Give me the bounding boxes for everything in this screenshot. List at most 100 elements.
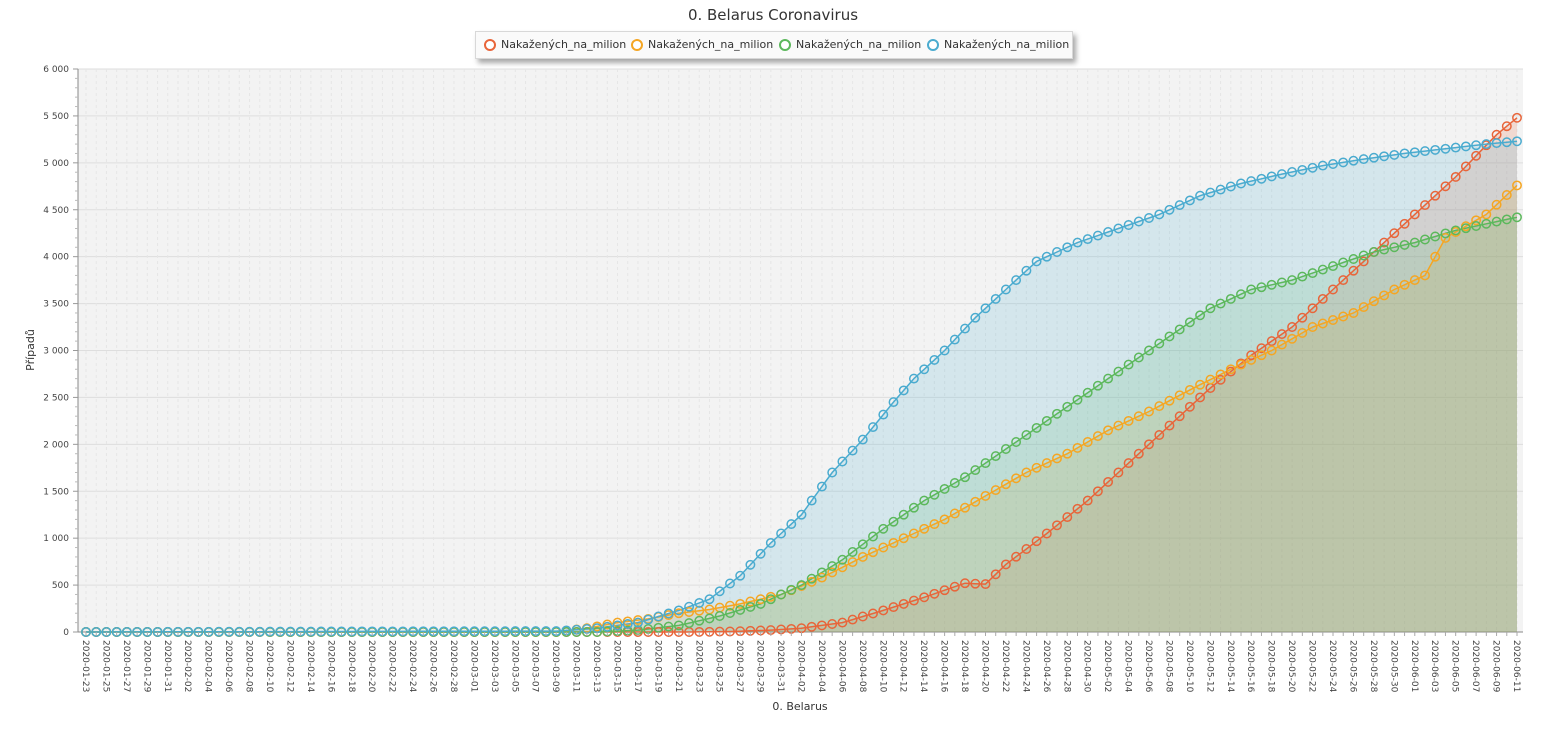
x-tick-label: 2020-04-26: [1041, 640, 1051, 693]
series-1-point: [1144, 439, 1154, 450]
series-3-point: [857, 539, 868, 550]
series-1-point: [1052, 520, 1062, 531]
series-4-point: [101, 627, 112, 637]
series-4-point: [806, 495, 817, 506]
y-axis-title: Případů: [24, 329, 37, 371]
series-4-point: [142, 626, 153, 637]
series-3-point: [1236, 289, 1246, 300]
legend-label: Nakažených_na_milion: [501, 38, 627, 51]
series-2-point: [1164, 395, 1175, 406]
x-tick-label: 2020-03-25: [714, 640, 724, 692]
series-1-point: [990, 569, 1001, 580]
series-1-point: [898, 598, 909, 609]
series-1-point: [1154, 430, 1165, 440]
series-4-point: [827, 467, 838, 478]
series-1-point: [1512, 112, 1522, 123]
x-tick-label: 2020-04-02: [796, 640, 806, 692]
series-4-point: [725, 578, 735, 589]
series-4-point: [1215, 184, 1226, 195]
series-3-point: [1368, 247, 1379, 257]
series-4-point: [1481, 139, 1492, 150]
series-2-point: [1481, 209, 1492, 220]
x-tick-label: 2020-04-20: [979, 640, 989, 693]
series-1-point: [1246, 350, 1257, 361]
series-markers: [81, 112, 1522, 637]
series-1-point: [1399, 218, 1410, 229]
series-1-point: [1450, 171, 1461, 182]
series-3-point: [878, 523, 889, 534]
y-axis-ticks: 0 500 1 000 1 500 2 000 2 500 3 000 3 500 4 000 4…: [43, 65, 78, 638]
series-3-point: [1072, 394, 1083, 405]
series-4-point: [1052, 247, 1062, 257]
series-4-point: [1368, 152, 1379, 163]
series-3-point: [1409, 237, 1420, 248]
series-3-point: [1297, 271, 1308, 282]
series-4-point: [1062, 242, 1073, 253]
x-tick-label: 2020-04-08: [857, 640, 867, 693]
series-4-point: [970, 312, 981, 323]
series-3-point: [684, 618, 695, 629]
series-4-point: [786, 519, 797, 530]
x-tick-label: 2020-05-10: [1184, 640, 1194, 693]
chart-title: 0. Belarus Coronavirus: [687, 6, 859, 24]
series-4-point: [1297, 164, 1308, 175]
series-1-point: [806, 621, 817, 632]
y-tick-label: 3 500: [43, 300, 69, 310]
series-3-point: [868, 531, 878, 542]
series-2-point: [929, 519, 940, 530]
series-3-point: [816, 567, 827, 578]
series-3-point: [1307, 268, 1318, 279]
series-3-point: [725, 608, 735, 618]
series-3-point: [663, 621, 674, 632]
x-tick-label: 2020-04-12: [898, 640, 908, 692]
x-tick-label: 2020-05-24: [1327, 640, 1337, 693]
x-axis-title: 0. Belarus: [772, 700, 828, 713]
series-2-point: [1133, 411, 1144, 422]
series-4-point: [796, 509, 807, 520]
series-3-point: [929, 489, 940, 500]
series-2-point: [908, 528, 919, 539]
series-1-point: [1379, 237, 1390, 248]
series-4-point: [776, 528, 787, 539]
series-4-point: [755, 548, 766, 559]
series-2-point: [878, 542, 889, 553]
series-3-point: [1450, 225, 1461, 236]
x-tick-label: 2020-06-11: [1511, 640, 1521, 692]
series-1-point: [1103, 476, 1114, 487]
series-2-point: [1072, 442, 1083, 453]
series-2-point: [1307, 322, 1318, 332]
series-3-point: [1215, 298, 1226, 309]
series-1-point: [1338, 275, 1349, 286]
series-2-point: [1368, 296, 1379, 307]
series-areas: [86, 117, 1517, 633]
series-4-point: [1266, 171, 1277, 182]
series-2-point: [1021, 467, 1032, 478]
series-4-point: [868, 422, 878, 433]
series-2-point: [816, 572, 827, 583]
series-1-point: [1021, 544, 1032, 554]
series-4-point: [643, 614, 654, 625]
series-4-point: [111, 626, 122, 637]
series-1-point: [1215, 374, 1226, 385]
series-4-point: [1287, 167, 1298, 177]
series-3-point: [786, 584, 797, 595]
series-4-point: [1011, 275, 1022, 286]
series-2-point: [1011, 473, 1022, 484]
legend-marker-icon: [927, 39, 939, 51]
series-4-point: [1164, 204, 1175, 215]
series-2-point: [1491, 199, 1502, 210]
series-2-point: [1041, 458, 1052, 469]
series-4-point: [653, 611, 664, 622]
series-3-point: [827, 561, 838, 572]
series-1-point: [653, 627, 664, 637]
legend-marker-icon: [631, 39, 643, 51]
series-1-point: [1409, 209, 1420, 220]
series-3-point: [1491, 216, 1502, 227]
series-3-point: [1287, 275, 1298, 286]
series-2-point: [1338, 311, 1349, 322]
series-2-point: [1236, 359, 1246, 370]
x-tick-label: 2020-04-04: [816, 640, 826, 693]
series-4-point: [714, 586, 725, 597]
series-4-point: [1000, 284, 1011, 295]
series-4-point: [1338, 157, 1349, 168]
